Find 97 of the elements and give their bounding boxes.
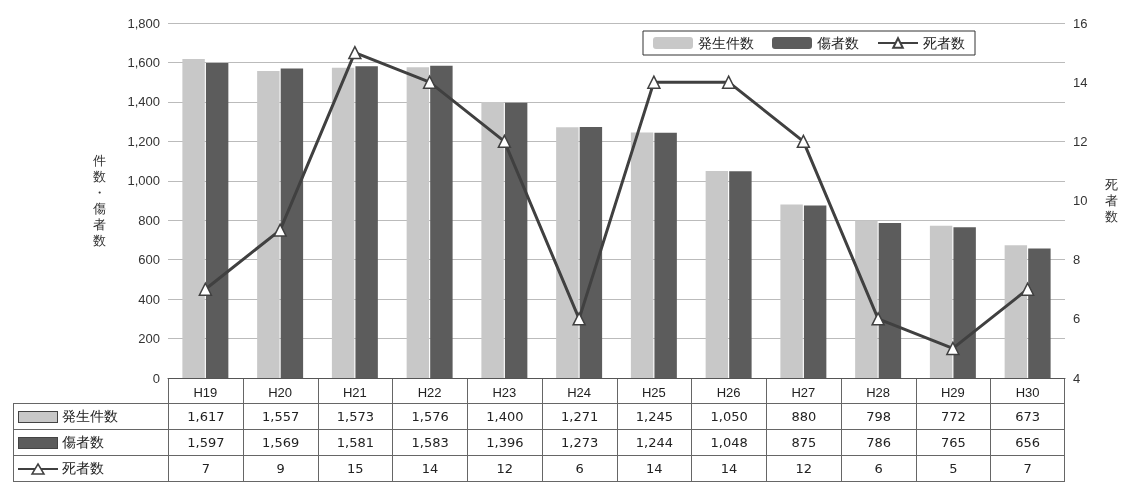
y-tick-label: 400 xyxy=(138,291,160,307)
data-label: 1,050 xyxy=(691,404,766,429)
data-label: 1,617 xyxy=(168,404,243,429)
x-tick-label: H30 xyxy=(1015,385,1040,400)
text: 傷者数 xyxy=(62,433,104,450)
data-label: 786 xyxy=(840,430,916,455)
data-label: 1,597 xyxy=(168,430,243,455)
y-tick-label: 0 xyxy=(152,370,160,386)
y-tick-label: 1,200 xyxy=(127,133,160,149)
data-label: 1,400 xyxy=(467,404,542,429)
data-label: 1,271 xyxy=(541,404,617,429)
data-label: 1,569 xyxy=(242,430,318,455)
data-label: 1,396 xyxy=(467,430,542,455)
y2-axis-title: 死者数 xyxy=(1105,177,1118,224)
point xyxy=(497,134,512,149)
y-tick-label: 600 xyxy=(138,252,160,268)
text: 死者数 xyxy=(62,459,104,476)
point xyxy=(796,134,811,149)
point xyxy=(946,341,960,356)
y-tick-label: 1,000 xyxy=(127,173,160,189)
x-tick-label: H24 xyxy=(567,385,592,400)
bar xyxy=(556,127,579,378)
y2-tick-label: 4 xyxy=(1073,370,1081,386)
point xyxy=(348,45,362,60)
data-label: 1,048 xyxy=(691,430,766,455)
bar xyxy=(780,204,803,378)
bar xyxy=(182,59,205,378)
y2-tick-label: 10 xyxy=(1073,193,1088,208)
y-axis-title: 件数・傷者数 xyxy=(92,153,106,248)
bar xyxy=(929,225,953,378)
x-tick-label: H28 xyxy=(866,385,891,400)
point xyxy=(871,312,885,326)
point xyxy=(1020,282,1035,296)
y-tick-label: 1,800 xyxy=(127,15,160,31)
bar xyxy=(705,170,729,378)
point xyxy=(198,282,213,296)
y-tick-label: 200 xyxy=(138,331,160,347)
legend-label: 死者数 xyxy=(923,35,965,51)
x-tick-label: H19 xyxy=(193,385,218,400)
y2-tick-label: 12 xyxy=(1073,133,1088,149)
data-label: 1,573 xyxy=(317,404,393,429)
y2-tick-label: 6 xyxy=(1073,311,1081,327)
bar xyxy=(481,101,504,378)
point xyxy=(721,75,736,89)
data-label: 14 xyxy=(392,456,467,481)
legend-label: 傷者数 xyxy=(816,35,859,51)
data-label: 9 xyxy=(242,456,318,481)
legend-label: 発生件数 xyxy=(698,35,754,51)
x-tick-label: H23 xyxy=(492,385,517,400)
data-label: 765 xyxy=(915,430,991,455)
data-label: 6 xyxy=(541,456,617,481)
data-label: 656 xyxy=(990,430,1065,455)
data-label: 1,273 xyxy=(541,430,617,455)
data-label: 1,244 xyxy=(616,430,692,455)
bar xyxy=(1004,245,1028,378)
data-label: 15 xyxy=(317,456,393,481)
x-tick-label: H26 xyxy=(716,385,741,400)
text: 発生件数 xyxy=(62,407,118,424)
x-tick-label: H25 xyxy=(641,385,666,400)
data-label: 14 xyxy=(691,456,766,481)
x-tick-label: H27 xyxy=(791,385,816,400)
point xyxy=(273,223,287,237)
data-label: 5 xyxy=(915,456,991,481)
bar xyxy=(406,67,430,378)
data-label: 7 xyxy=(990,456,1065,481)
y-tick-label: 1,400 xyxy=(127,94,160,110)
data-label: 1,583 xyxy=(392,430,467,455)
data-label: 880 xyxy=(766,404,841,429)
bar xyxy=(630,132,654,378)
data-label: 6 xyxy=(840,456,916,481)
bar xyxy=(855,220,878,378)
data-label: 7 xyxy=(168,456,243,481)
x-tick-label: H29 xyxy=(940,385,965,400)
data-label: 1,245 xyxy=(616,404,692,429)
x-tick-label: H20 xyxy=(268,385,293,400)
y2-tick-label: 14 xyxy=(1073,74,1088,90)
y2-tick-label: 8 xyxy=(1073,252,1081,268)
y2-tick-label: 16 xyxy=(1073,15,1088,31)
point xyxy=(422,75,437,89)
y-tick-label: 800 xyxy=(138,212,160,228)
data-label: 1,576 xyxy=(392,404,467,429)
data-label: 1,557 xyxy=(242,404,318,429)
x-tick-label: H21 xyxy=(342,385,367,400)
y-tick-label: 1,600 xyxy=(127,54,160,70)
point xyxy=(647,75,661,89)
data-label: 12 xyxy=(467,456,542,481)
x-tick-label: H22 xyxy=(417,385,442,400)
point xyxy=(572,312,586,326)
data-label: 875 xyxy=(766,430,841,455)
data-label: 1,581 xyxy=(317,430,393,455)
data-label: 772 xyxy=(915,404,991,429)
bar xyxy=(257,70,280,378)
data-label: 12 xyxy=(766,456,841,481)
data-label: 14 xyxy=(616,456,692,481)
data-label: 798 xyxy=(840,404,916,429)
data-label: 673 xyxy=(990,404,1065,429)
bar xyxy=(331,67,355,378)
